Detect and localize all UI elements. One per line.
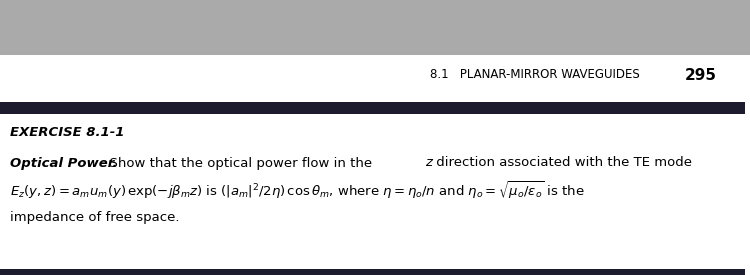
Bar: [0, 102, 745, 114]
Text: EXERCISE 8.1-1: EXERCISE 8.1-1: [10, 126, 124, 139]
Text: z: z: [425, 156, 432, 169]
Text: impedance of free space.: impedance of free space.: [10, 211, 179, 224]
Bar: [0, 0, 750, 55]
Text: Optical Power.: Optical Power.: [10, 156, 117, 169]
Text: direction associated with the TE mode: direction associated with the TE mode: [432, 156, 692, 169]
Text: Show that the optical power flow in the: Show that the optical power flow in the: [101, 156, 376, 169]
Text: 295: 295: [685, 67, 717, 82]
Text: $E_z(y,z) = a_m u_m(y)\,\mathrm{exp}(-j\beta_m z)$ is $(|a_m|^2/2\eta)\,\cos\the: $E_z(y,z) = a_m u_m(y)\,\mathrm{exp}(-j\…: [10, 179, 585, 201]
Bar: [0, 269, 745, 275]
Text: 8.1   PLANAR-MIRROR WAVEGUIDES: 8.1 PLANAR-MIRROR WAVEGUIDES: [430, 68, 640, 81]
